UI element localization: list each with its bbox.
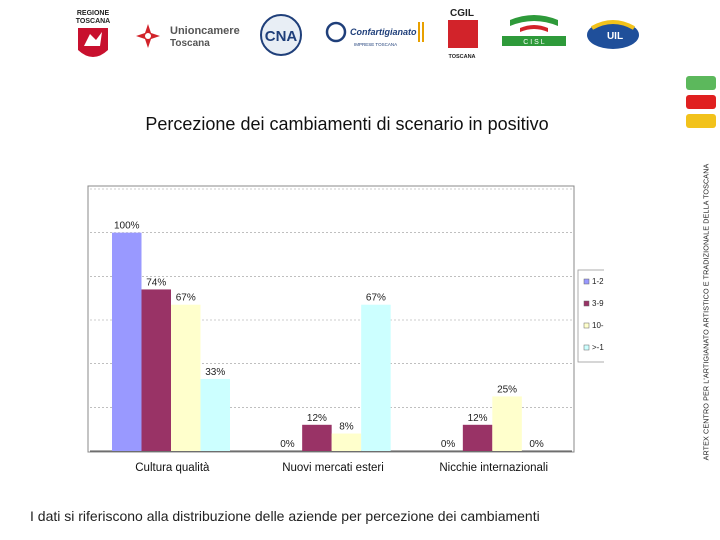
cgil-logo: CGIL TOSCANA bbox=[448, 8, 478, 60]
data-label: 0% bbox=[441, 439, 456, 450]
legend-label: 1-2 bbox=[592, 277, 604, 286]
cisl-logo: C I S L bbox=[502, 15, 566, 46]
legend-box bbox=[577, 269, 604, 363]
legend-label: 10-19 bbox=[592, 321, 604, 330]
page-title: Percezione dei cambiamenti di scenario i… bbox=[145, 114, 549, 134]
unioncamere-line1: Unioncamere bbox=[170, 25, 240, 37]
data-label: 100% bbox=[114, 221, 140, 232]
logo-bar: REGIONE TOSCANA Unioncamere Toscana CNA … bbox=[0, 0, 690, 70]
bar->-16-1 bbox=[361, 304, 391, 451]
uil-text: UIL bbox=[607, 31, 623, 42]
regione-line2: TOSCANA bbox=[76, 18, 110, 25]
bar-3-9-1 bbox=[302, 424, 332, 451]
regione-line1: REGIONE bbox=[77, 10, 110, 17]
legend-swatch bbox=[583, 278, 590, 285]
color-block-yellow bbox=[686, 114, 716, 128]
regione-toscana-logo: REGIONE TOSCANA bbox=[76, 10, 110, 57]
bar-3-9-0 bbox=[141, 289, 171, 451]
legend-label: >-16 bbox=[592, 343, 604, 352]
cna-logo: CNA bbox=[260, 14, 302, 56]
legend-swatch bbox=[583, 344, 590, 351]
data-label: 0% bbox=[529, 439, 544, 450]
confartigianato-text: Confartigianato bbox=[350, 27, 417, 37]
legend-swatch bbox=[583, 300, 590, 307]
bar-3-9-2 bbox=[462, 424, 493, 451]
bar-chart: 100% 74% 67% 33% 0% 12% 8% 67% 0% 12% 25% 0% Cultur… bbox=[87, 185, 604, 474]
confartigianato-logo: Confartigianato IMPRESE TOSCANA bbox=[325, 21, 424, 47]
bar-10-19-1 bbox=[331, 433, 362, 451]
side-caption: ARTEX CENTRO PER L'ARTIGIANATO ARTISTICO… bbox=[701, 163, 711, 461]
uil-logo: UIL bbox=[587, 20, 639, 49]
confartigianato-sub: IMPRESE TOSCANA bbox=[354, 42, 397, 47]
footer-note: I dati si riferiscono alla distribuzione… bbox=[30, 508, 540, 524]
data-label: 12% bbox=[307, 413, 327, 424]
data-label: 67% bbox=[366, 293, 386, 304]
cgil-text: CGIL bbox=[450, 8, 474, 19]
bar->-16-0 bbox=[200, 378, 230, 451]
category-label: Cultura qualità bbox=[135, 462, 210, 474]
unioncamere-line2: Toscana bbox=[170, 38, 210, 49]
bar-10-19-2 bbox=[492, 396, 522, 451]
color-blocks bbox=[686, 76, 716, 133]
bar-10-19-0 bbox=[171, 304, 201, 451]
color-block-green bbox=[686, 76, 716, 90]
category-label: Nuovi mercati esteri bbox=[282, 462, 384, 474]
data-label: 12% bbox=[468, 413, 488, 424]
data-label: 74% bbox=[146, 277, 166, 288]
data-label: 25% bbox=[497, 384, 517, 395]
color-block-red bbox=[686, 95, 716, 109]
legend-label: 3-9 bbox=[592, 299, 604, 308]
cgil-sub: TOSCANA bbox=[448, 54, 475, 60]
category-label: Nicchie internazionali bbox=[439, 462, 548, 474]
data-label: 0% bbox=[280, 439, 295, 450]
legend-swatch bbox=[583, 322, 590, 329]
data-label: 8% bbox=[339, 422, 354, 433]
data-label: 33% bbox=[205, 367, 225, 378]
unioncamere-logo: Unioncamere Toscana bbox=[136, 24, 240, 49]
cna-text: CNA bbox=[265, 28, 298, 45]
bar-1-2-0 bbox=[112, 232, 142, 451]
cisl-text: C I S L bbox=[523, 39, 545, 46]
data-label: 67% bbox=[176, 293, 196, 304]
